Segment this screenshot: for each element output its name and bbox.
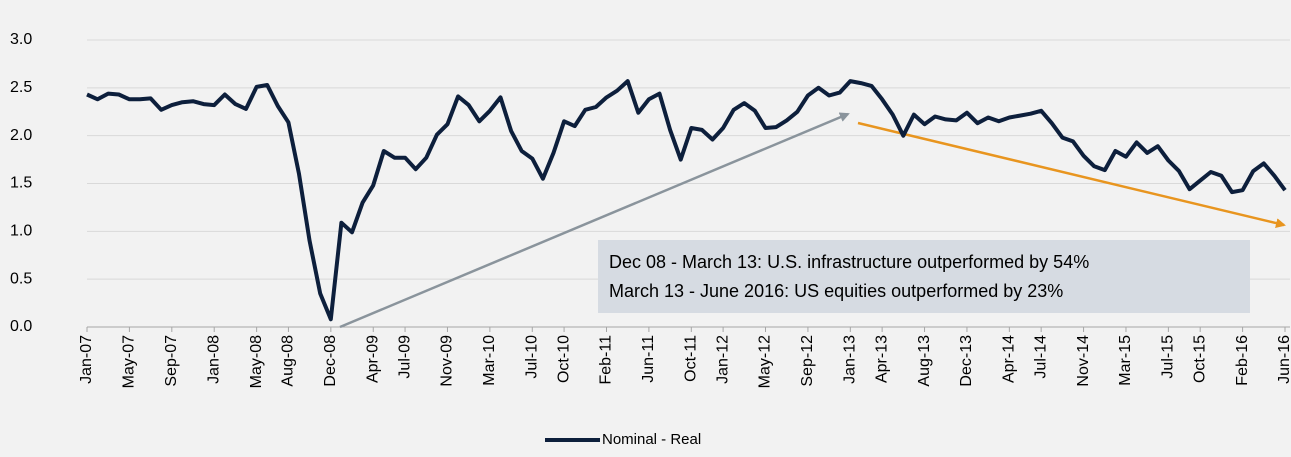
legend-label: Nominal - Real: [602, 431, 701, 448]
x-tick-label: Jun-16: [1276, 335, 1291, 384]
x-tick-label: Jun-11: [640, 335, 657, 383]
x-tick-label: Jul-10: [523, 335, 540, 379]
y-tick-label: 1.0: [10, 223, 32, 240]
x-tick-label: May-07: [121, 335, 138, 388]
x-tick-label: Nov-09: [439, 335, 456, 387]
x-tick-label: Jan-12: [714, 335, 731, 384]
x-tick-label: Dec-08: [322, 335, 339, 387]
x-tick-label: Feb-11: [598, 335, 615, 385]
x-tick-label: Apr-13: [873, 335, 890, 383]
x-tick-label: Sep-12: [799, 335, 816, 387]
y-tick-label: 0.5: [10, 270, 32, 287]
annotation: March 13 - June 2016: US equities outper…: [609, 281, 1063, 301]
y-tick-label: 0.0: [10, 318, 32, 335]
y-tick-label: 1.5: [10, 175, 32, 192]
x-tick-label: May-12: [757, 335, 774, 388]
x-tick-label: Dec-13: [958, 335, 975, 387]
x-tick-label: Nov-14: [1075, 335, 1092, 387]
x-tick-label: Jan-08: [205, 335, 222, 384]
x-tick-label: May-08: [248, 335, 265, 388]
x-tick-label: Jul-09: [396, 335, 413, 379]
x-tick-label: Aug-08: [280, 335, 297, 387]
y-tick-label: 2.0: [10, 127, 32, 144]
annotation-box: [598, 240, 1250, 313]
line-series: [86, 79, 1287, 322]
x-tick-label: Jan-13: [842, 335, 859, 384]
x-tick-label: Oct-11: [683, 335, 700, 382]
y-tick-label: 3.0: [10, 31, 32, 48]
x-tick-label: Oct-10: [555, 335, 572, 383]
arrow: [339, 112, 850, 329]
y-tick-label: 2.5: [10, 79, 32, 96]
x-tick-label: Oct-15: [1191, 335, 1208, 383]
x-tick-label: Sep-07: [163, 335, 180, 387]
x-tick-label: Aug-13: [916, 335, 933, 387]
x-tick-label: Mar-15: [1117, 335, 1134, 386]
x-tick-label: Mar-10: [481, 335, 498, 386]
x-tick-label: Jul-14: [1032, 335, 1049, 379]
annotation: Dec 08 - March 13: U.S. infrastructure o…: [609, 252, 1089, 272]
x-tick-label: Apr-09: [364, 335, 381, 383]
x-tick-label: Jul-15: [1160, 335, 1177, 379]
arrow: [857, 121, 1286, 228]
x-tick-label: Feb-16: [1234, 335, 1251, 386]
x-tick-label: Jan-07: [78, 335, 95, 384]
x-tick-label: Apr-14: [1001, 335, 1018, 383]
